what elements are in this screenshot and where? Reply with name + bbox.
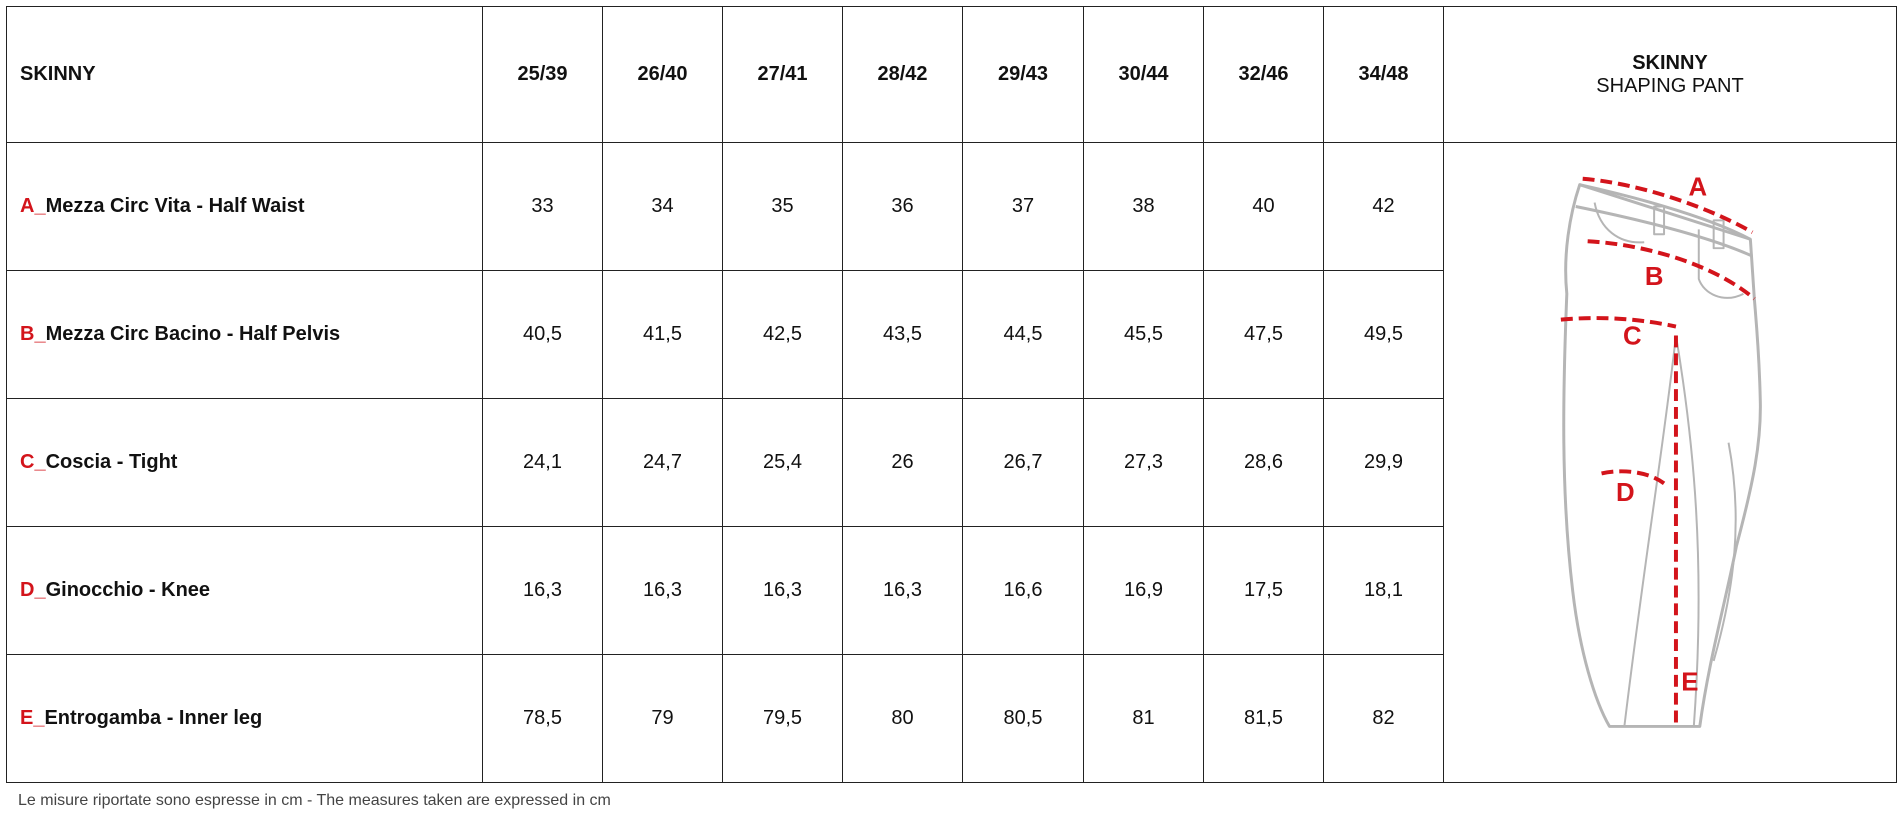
header-cell: 30/44 [1083,6,1204,143]
table-row: C_Coscia - Tight 24,1 24,7 25,4 26 26,7 27,3 28… [6,398,1897,527]
pocket [1593,201,1744,299]
row-name: Mezza Circ Bacino - Half Pelvis [45,323,341,345]
table-cell: 35 [722,142,843,271]
table-cell: 81 [1083,654,1204,783]
measure-letter: D [1616,479,1635,507]
table-cell: 45,5 [1083,270,1204,399]
table-cell: 24,7 [602,398,723,527]
row-label: C_Coscia - Tight [6,398,483,527]
table-cell: 16,6 [962,526,1084,655]
header-cell: 34/48 [1323,6,1444,143]
header-cell: 25/39 [482,6,603,143]
row-letter: B_ [20,323,46,345]
row-name: Entrogamba - Inner leg [44,707,263,729]
table-cell: 16,3 [722,526,843,655]
table-cell: 37 [962,142,1084,271]
header-cell: 32/46 [1203,6,1324,143]
table-cell: 47,5 [1203,270,1324,399]
table-cell: 36 [842,142,963,271]
product-title: SKINNY [1632,51,1708,74]
row-letter: E_ [20,707,45,729]
table-cell: 43,5 [842,270,963,399]
table-row: D_Ginocchio - Knee 16,3 16,3 16,3 16,3 16,6 16… [6,526,1897,655]
table-cell: 16,9 [1083,526,1204,655]
table-cell: 38 [1083,142,1204,271]
measure-letter: B [1645,262,1664,290]
table-cell: 33 [482,142,603,271]
table-cell: 17,5 [1203,526,1324,655]
footnote: Le misure riportate sono espresse in cm … [18,792,611,809]
pants-outline [1562,182,1762,728]
pants-illustration: A B C D E [1560,173,1762,728]
table-cell: 78,5 [482,654,603,783]
header-cell: 28/42 [842,6,963,143]
size-table: SKINNY 25/39 26/40 27/41 28/42 29/43 30/44 32/… [6,6,1897,783]
table-row: B_Mezza Circ Bacino - Half Pelvis 40,5 41,… [6,270,1897,399]
row-letter: D_ [20,579,46,601]
row-label: A_Mezza Circ Vita - Half Waist [6,142,483,271]
measure-letter: E [1681,668,1698,696]
table-cell: 24,1 [482,398,603,527]
row-name: Coscia - Tight [45,451,178,473]
measure-line [1601,468,1666,485]
table-cell: 18,1 [1323,526,1444,655]
row-letter: C_ [20,451,46,473]
header-cell: 29/43 [962,6,1084,143]
row-label: E_Entrogamba - Inner leg [6,654,483,783]
measure-letter: C [1623,322,1642,350]
table-cell: 42 [1323,142,1444,271]
table-cell: 42,5 [722,270,843,399]
measure-line [1587,238,1756,300]
measure-letter: A [1688,173,1707,201]
seam [1623,334,1737,727]
table-cell: 81,5 [1203,654,1324,783]
row-label: B_Mezza Circ Bacino - Half Pelvis [6,270,483,399]
measure-line [1582,176,1754,234]
illustration-cell: A B C D E [1443,142,1897,783]
row-name: Ginocchio - Knee [45,579,211,601]
table-cell: 80,5 [962,654,1084,783]
row-letter: A_ [20,195,46,217]
table-cell: 82 [1323,654,1444,783]
belt-loop [1712,218,1725,249]
product-cell: SKINNY SHAPING PANT [1443,6,1897,143]
table-cell: 40,5 [482,270,603,399]
table-cell: 16,3 [482,526,603,655]
header-cell: 27/41 [722,6,843,143]
table-cell: 26 [842,398,963,527]
table-cell: 25,4 [722,398,843,527]
table-cell: 28,6 [1203,398,1324,527]
belt-loop [1653,205,1666,235]
table-cell: 26,7 [962,398,1084,527]
row-name: Mezza Circ Vita - Half Waist [45,195,305,217]
row-label: D_Ginocchio - Knee [6,526,483,655]
table-cell: 79 [602,654,723,783]
table-cell: 41,5 [602,270,723,399]
table-body: A_Mezza Circ Vita - Half Waist 33 34 35 36 37… [6,142,1897,783]
header-cell: 26/40 [602,6,723,143]
table-cell: 34 [602,142,723,271]
table-cell: 27,3 [1083,398,1204,527]
table-cell: 80 [842,654,963,783]
table-cell: 40 [1203,142,1324,271]
table-cell: 16,3 [602,526,723,655]
table-row: E_Entrogamba - Inner leg 78,5 79 79,5 80 80,5… [6,654,1897,783]
measure-line [1560,315,1677,329]
table-cell: 44,5 [962,270,1084,399]
header-row: SKINNY 25/39 26/40 27/41 28/42 29/43 30/44 32/… [6,6,1897,143]
header-cell: SKINNY [6,6,483,143]
product-subtitle: SHAPING PANT [1596,74,1744,97]
table-cell: 16,3 [842,526,963,655]
table-cell: 79,5 [722,654,843,783]
table-cell: 29,9 [1323,398,1444,527]
table-row: A_Mezza Circ Vita - Half Waist 33 34 35 36 37… [6,142,1897,783]
table-cell: 49,5 [1323,270,1444,399]
